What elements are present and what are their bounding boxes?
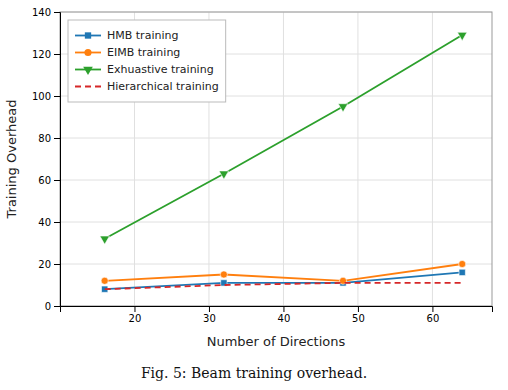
y-tick-mark — [54, 264, 60, 265]
series-line — [105, 264, 463, 281]
y-grid-line — [60, 264, 492, 265]
y-tick-mark — [54, 96, 60, 97]
marker — [101, 277, 108, 284]
x-tick: 20 — [129, 306, 142, 324]
y-grid-line — [60, 222, 492, 223]
caption: Fig. 5: Beam training overhead. — [141, 365, 367, 381]
legend-marker — [84, 49, 91, 56]
marker — [459, 269, 465, 275]
y-tick-label: 100 — [32, 91, 51, 102]
y-grid-line — [60, 138, 492, 139]
legend-item: HMB training — [75, 29, 178, 42]
x-grid-line — [283, 12, 284, 306]
x-axis: 20 30 40 50 60 — [61, 306, 493, 324]
x-tick-label: 60 — [427, 313, 440, 324]
x-grid-line — [432, 12, 433, 306]
legend-item: Hierarchical training — [75, 80, 219, 93]
legend: HMB training EIMB training Exhuastive trai… — [68, 20, 226, 102]
series — [101, 260, 466, 284]
y-tick-mark — [54, 12, 60, 13]
series-line — [105, 35, 463, 239]
legend-label: Hierarchical training — [107, 80, 219, 93]
y-tick: 0 — [45, 301, 60, 312]
y-tick: 60 — [38, 175, 60, 186]
x-tick-mark — [283, 306, 284, 312]
y-tick: 120 — [32, 49, 60, 60]
y-tick: 100 — [32, 91, 60, 102]
series — [105, 283, 463, 289]
x-tick-label: 40 — [278, 313, 291, 324]
y-tick-label: 80 — [38, 133, 51, 144]
marker — [457, 32, 467, 40]
chart: 20 30 40 50 60 0 20 40 60 80 100 120 140 HMB training… — [0, 0, 508, 390]
marker — [338, 104, 348, 112]
x-tick: 50 — [352, 306, 365, 324]
y-tick: 40 — [38, 217, 60, 228]
y-tick-label: 0 — [45, 301, 51, 312]
marker — [220, 271, 227, 278]
series-line — [105, 283, 463, 289]
marker — [459, 260, 466, 267]
series-line — [105, 272, 463, 289]
y-tick-label: 40 — [38, 217, 51, 228]
marker — [219, 171, 229, 179]
plot-frame — [60, 12, 492, 306]
legend-item: EIMB training — [75, 46, 180, 59]
y-axis-line — [54, 13, 61, 307]
y-grid-line — [60, 180, 492, 181]
legend-box — [68, 20, 226, 102]
legend-item: Exhuastive training — [75, 63, 214, 76]
plot-marks — [100, 32, 467, 292]
y-axis: 0 20 40 60 80 100 120 140 — [32, 7, 61, 312]
x-tick-mark — [134, 306, 135, 312]
x-tick-label: 30 — [203, 313, 216, 324]
y-tick-label: 20 — [38, 259, 51, 270]
x-tick: 40 — [278, 306, 291, 324]
legend-line — [75, 86, 101, 88]
x-tick: 60 — [427, 306, 440, 324]
y-tick-mark — [54, 180, 60, 181]
y-tick-label: 120 — [32, 49, 51, 60]
x-tick-mark — [432, 306, 433, 312]
legend-marker — [85, 32, 91, 38]
y-tick-mark — [54, 138, 60, 139]
grid — [60, 12, 492, 306]
legend-label: Exhuastive training — [107, 63, 214, 76]
x-tick-mark — [358, 306, 359, 312]
series — [102, 269, 466, 292]
y-tick-label: 60 — [38, 175, 51, 186]
y-tick-mark — [54, 306, 60, 307]
x-tick-label: 20 — [129, 313, 142, 324]
y-tick: 20 — [38, 259, 60, 270]
x-axis-line — [61, 307, 493, 313]
y-tick-mark — [54, 222, 60, 223]
legend-label: HMB training — [107, 29, 178, 42]
marker — [100, 236, 110, 244]
x-grid-line — [357, 12, 358, 306]
legend-marker — [83, 67, 93, 75]
y-tick-label: 140 — [32, 7, 51, 18]
y-tick: 140 — [32, 7, 60, 18]
legend-label: EIMB training — [107, 46, 180, 59]
x-axis-title: Number of Directions — [207, 334, 346, 349]
x-tick-mark — [209, 306, 210, 312]
y-axis-title: Training Overhead — [4, 100, 19, 220]
y-tick-mark — [54, 54, 60, 55]
y-tick: 80 — [38, 133, 60, 144]
x-tick-label: 50 — [352, 313, 365, 324]
series — [100, 32, 467, 244]
x-tick: 30 — [203, 306, 216, 324]
